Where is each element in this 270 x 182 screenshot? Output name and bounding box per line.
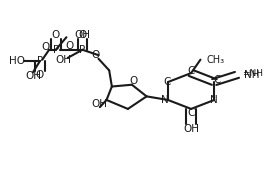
Text: OH: OH — [25, 71, 41, 81]
Text: OH: OH — [75, 29, 90, 39]
Text: C: C — [187, 108, 195, 118]
Text: C: C — [213, 75, 221, 85]
Text: N: N — [210, 95, 218, 105]
Text: OH: OH — [183, 124, 199, 134]
Text: NH: NH — [244, 70, 259, 80]
Text: O: O — [52, 30, 60, 40]
Text: =NH: =NH — [242, 70, 263, 78]
Text: P: P — [36, 56, 43, 66]
Text: P: P — [53, 45, 59, 55]
Text: O: O — [78, 30, 87, 40]
Text: OH: OH — [55, 55, 71, 65]
Text: O: O — [36, 70, 44, 80]
Text: C: C — [163, 77, 170, 87]
Text: OH: OH — [92, 99, 108, 109]
Text: P: P — [79, 45, 86, 55]
Text: CH₃: CH₃ — [206, 55, 224, 65]
Text: O: O — [129, 76, 137, 86]
Text: C: C — [187, 66, 195, 76]
Text: O: O — [92, 50, 100, 60]
Text: O: O — [41, 42, 49, 52]
Text: N: N — [161, 95, 169, 105]
Text: HO: HO — [9, 56, 25, 66]
Text: O: O — [65, 41, 73, 51]
